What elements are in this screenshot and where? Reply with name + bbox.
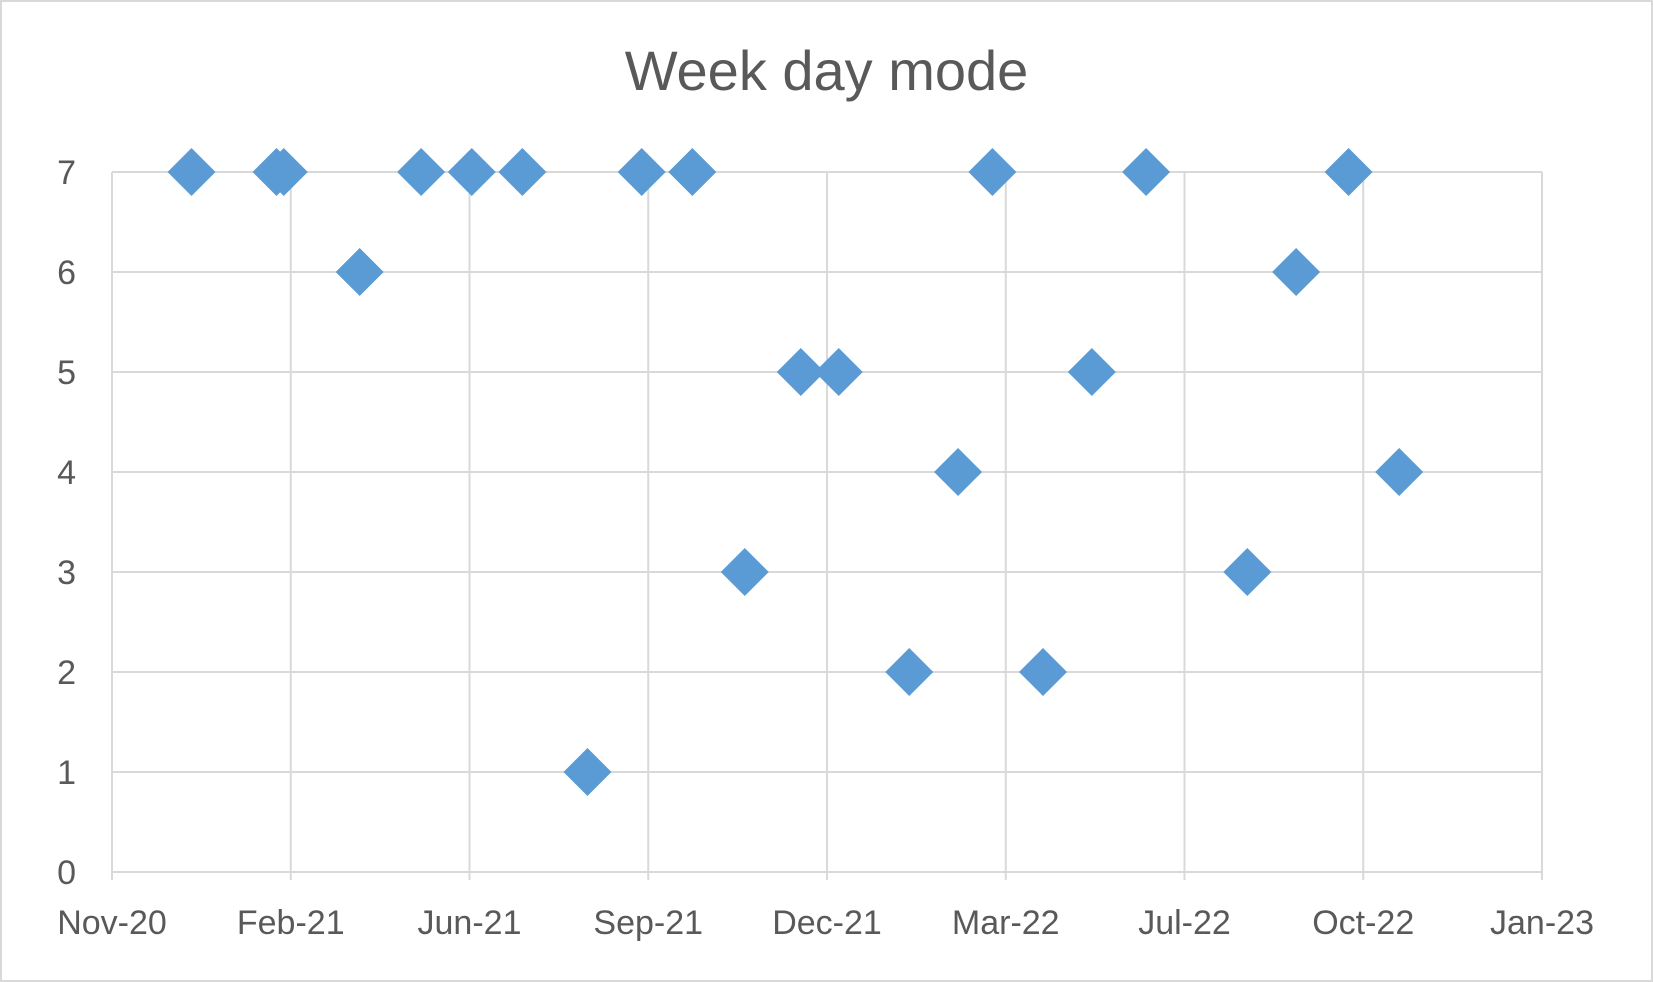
data-point bbox=[167, 148, 216, 196]
x-tick-label: Jul-22 bbox=[1138, 904, 1231, 942]
axes bbox=[111, 172, 1543, 880]
x-tick-label: Nov-20 bbox=[57, 904, 167, 942]
data-point bbox=[617, 148, 666, 196]
data-point bbox=[259, 148, 308, 196]
data-point bbox=[668, 148, 717, 196]
data-point bbox=[814, 348, 863, 396]
y-tick-label: 4 bbox=[57, 454, 76, 492]
y-tick-label: 5 bbox=[57, 354, 76, 392]
data-point bbox=[1324, 148, 1373, 196]
data-point bbox=[335, 248, 384, 296]
data-point bbox=[1067, 348, 1116, 396]
y-tick-label: 3 bbox=[57, 554, 76, 592]
data-point bbox=[1272, 248, 1321, 296]
x-tick-label: Mar-22 bbox=[952, 904, 1060, 942]
x-tick-label: Jan-23 bbox=[1490, 904, 1594, 942]
x-tick-label: Jun-21 bbox=[418, 904, 522, 942]
data-point bbox=[720, 548, 769, 596]
data-point bbox=[968, 148, 1017, 196]
x-tick-label: Oct-22 bbox=[1312, 904, 1414, 942]
y-tick-label: 2 bbox=[57, 654, 76, 692]
data-point bbox=[1223, 548, 1272, 596]
chart-title: Week day mode bbox=[624, 39, 1029, 102]
data-point bbox=[1122, 148, 1171, 196]
data-point bbox=[885, 648, 934, 696]
data-points bbox=[167, 148, 1424, 796]
y-axis-tick-labels: 0 1 2 3 4 5 6 7 bbox=[57, 154, 76, 892]
data-point bbox=[1375, 448, 1424, 496]
y-tick-label: 7 bbox=[57, 154, 76, 192]
x-tick-label: Feb-21 bbox=[237, 904, 345, 942]
x-tick-label: Sep-21 bbox=[593, 904, 703, 942]
data-point bbox=[397, 148, 446, 196]
data-point bbox=[563, 748, 612, 796]
data-point bbox=[1019, 648, 1068, 696]
grid-lines bbox=[112, 171, 1543, 872]
y-tick-label: 1 bbox=[57, 754, 76, 792]
y-tick-label: 0 bbox=[57, 854, 76, 892]
y-tick-label: 6 bbox=[57, 254, 76, 292]
x-tick-label: Dec-21 bbox=[772, 904, 882, 942]
x-axis-tick-labels: Nov-20 Feb-21 Jun-21 Sep-21 Dec-21 Mar-22 Jul-… bbox=[57, 904, 1594, 942]
data-point bbox=[934, 448, 983, 496]
data-point bbox=[498, 148, 547, 196]
data-point bbox=[447, 148, 496, 196]
data-point bbox=[776, 348, 825, 396]
